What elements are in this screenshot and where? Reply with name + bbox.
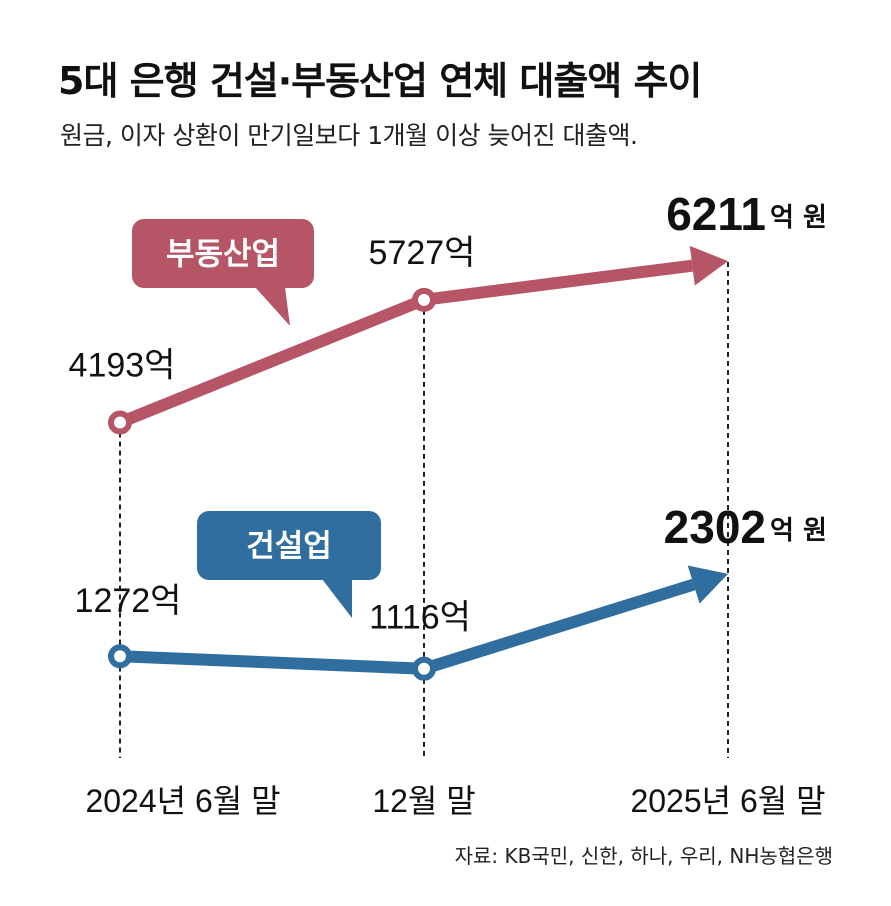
data-label: 5727억 xyxy=(369,234,476,272)
data-label: 1116억 xyxy=(369,599,471,637)
data-point xyxy=(412,656,436,681)
chart-title: 5대 은행 건설·부동산업 연체 대출액 추이 xyxy=(58,59,702,103)
chart-subtitle: 원금, 이자 상환이 만기일보다 1개월 이상 늦어진 대출액. xyxy=(60,121,638,150)
data-label-final: 2302 xyxy=(664,501,766,553)
data-point xyxy=(108,410,132,435)
bubble-box xyxy=(132,219,314,288)
x-tick-label: 2024년 6월 말 xyxy=(85,783,280,819)
data-label: 4193억 xyxy=(69,347,176,385)
bubble-box xyxy=(197,511,381,580)
bubble-tail xyxy=(322,579,352,618)
x-tick-label: 12월 말 xyxy=(372,783,475,819)
unit-label: 억 원 xyxy=(770,516,827,546)
source-note: 자료: KB국민, 신한, 하나, 우리, NH농협은행 xyxy=(454,844,833,868)
bubble-tail xyxy=(255,287,290,326)
bubble-label: 부동산업 xyxy=(166,237,280,273)
bubble-label: 건설업 xyxy=(246,529,332,565)
series-label-real-estate: 부동산업 xyxy=(132,219,314,326)
data-point xyxy=(108,644,132,669)
x-tick-label: 2025년 6월 말 xyxy=(630,783,825,819)
series-line xyxy=(117,259,694,429)
arrow-head xyxy=(687,565,728,604)
data-label-final: 6211 xyxy=(666,188,766,240)
series-label-construction: 건설업 xyxy=(197,511,381,618)
arrow-head xyxy=(689,245,728,286)
unit-label: 억 원 xyxy=(770,203,827,233)
data-point xyxy=(412,287,436,312)
data-label: 1272억 xyxy=(75,582,182,620)
